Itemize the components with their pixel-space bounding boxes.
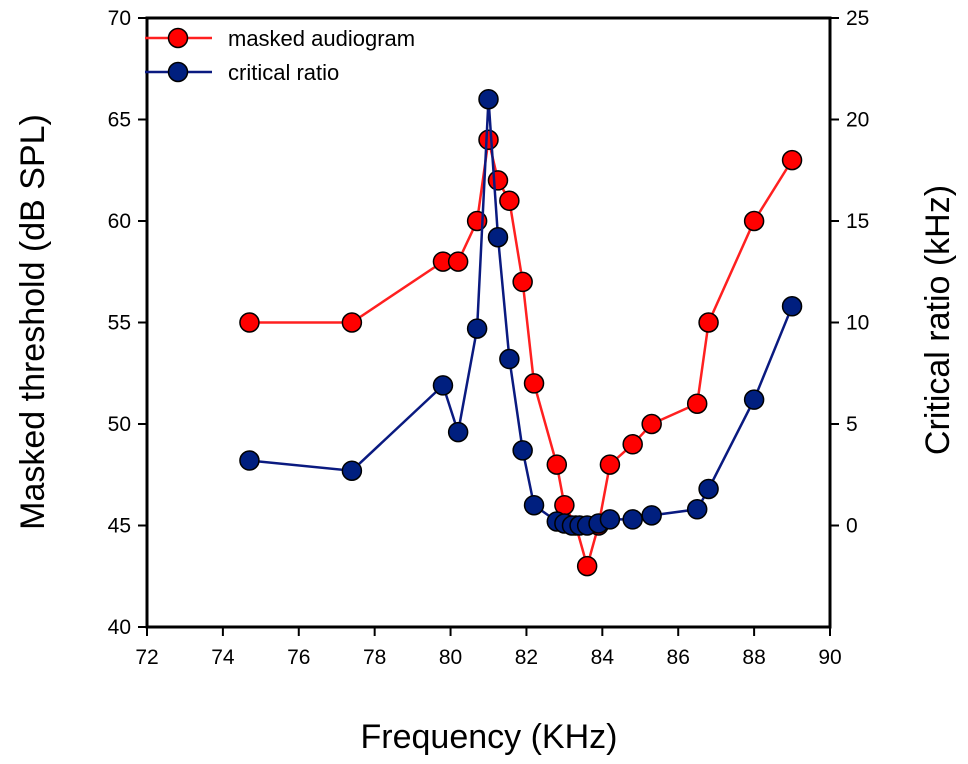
data-point (622, 509, 643, 530)
y-tick-label: 70 (108, 7, 131, 30)
data-point (487, 170, 509, 191)
data-point (478, 88, 499, 110)
data-point (743, 389, 765, 410)
data-point (341, 460, 363, 481)
data-point (622, 434, 643, 455)
data-point (512, 271, 533, 293)
data-point (239, 312, 260, 333)
series-critical-ratio (239, 88, 803, 536)
y2-tick-label: 5 (846, 413, 858, 436)
data-point (698, 478, 719, 500)
y-axis-title: Masked threshold (dB SPL) (14, 114, 52, 530)
series-masked-audiogram (239, 129, 803, 577)
axes: 72 74 76 78 80 82 84 86 88 90 40 45 50 55 60 65 70 0 5 10 15… (108, 7, 870, 669)
data-point (512, 440, 533, 461)
data-point (478, 129, 499, 151)
x-tick-label: 90 (818, 646, 841, 669)
data-point (341, 312, 363, 333)
x-tick-label: 82 (515, 646, 538, 669)
data-point (523, 494, 545, 516)
y-tick-label: 40 (108, 616, 131, 639)
x-tick-label: 88 (742, 646, 765, 669)
y2-tick-label: 25 (846, 7, 869, 30)
plot-area-series (239, 88, 803, 577)
x-tick-label: 86 (667, 646, 690, 669)
data-point (499, 348, 520, 370)
legend: masked audiogram critical ratio (145, 26, 415, 85)
data-point (447, 421, 469, 443)
data-point (698, 312, 719, 333)
y2-tick-label: 0 (846, 515, 858, 538)
y2-axis-title: Critical ratio (kHz) (919, 185, 957, 455)
y2-tick-label: 20 (846, 109, 869, 132)
x-tick-label: 80 (439, 646, 462, 669)
x-tick-label: 74 (211, 646, 235, 669)
series-line (249, 139, 794, 571)
data-point (239, 450, 260, 471)
legend-marker (167, 27, 189, 49)
data-point (447, 251, 469, 272)
data-point (487, 226, 509, 248)
data-point (686, 393, 708, 414)
x-tick-label: 84 (591, 646, 615, 669)
data-point (576, 555, 598, 577)
data-point (781, 296, 803, 317)
y2-tick-label: 15 (846, 210, 869, 233)
y-tick-label: 65 (108, 109, 131, 132)
data-point (546, 454, 568, 475)
y-tick-label: 60 (108, 210, 131, 233)
x-tick-label: 78 (363, 646, 386, 669)
x-tick-label: 72 (135, 646, 158, 669)
data-point (743, 210, 765, 232)
data-point (686, 499, 708, 520)
y-tick-label: 55 (108, 312, 131, 335)
x-axis-title: Frequency (KHz) (361, 718, 618, 756)
data-point (499, 190, 520, 211)
y2-tick-label: 10 (846, 312, 869, 335)
data-point (641, 413, 662, 435)
x-tick-label: 76 (287, 646, 310, 669)
y-tick-label: 50 (108, 413, 131, 436)
data-point (641, 505, 662, 526)
data-point (599, 509, 621, 530)
data-point (523, 373, 545, 394)
y-tick-label: 45 (108, 515, 131, 538)
legend-label: critical ratio (228, 60, 339, 85)
legend-label: masked audiogram (228, 26, 415, 51)
data-point (466, 318, 488, 339)
data-point (599, 454, 621, 475)
series-line (249, 99, 794, 527)
data-point (781, 149, 803, 171)
legend-marker (167, 61, 189, 83)
data-point (432, 375, 454, 396)
